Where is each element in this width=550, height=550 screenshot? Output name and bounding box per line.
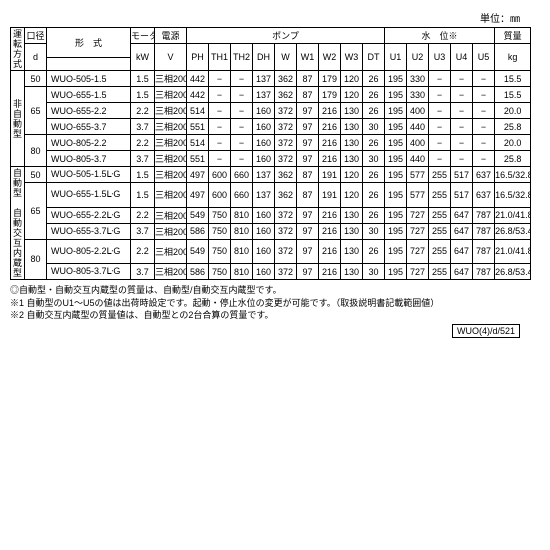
footer-code: WUO(4)/d/521 bbox=[10, 324, 520, 338]
unit-label: 単位：㎜ bbox=[10, 10, 520, 25]
notes: ◎自動型・自動交互内蔵型の質量は、自動型/自動交互内蔵型です。※1 自動型のU1… bbox=[10, 284, 540, 322]
spec-table: 運転方式口径形 式モータ電源ポンプ水 位※質量dkWVPHTH1TH2DHWW1… bbox=[10, 27, 531, 280]
